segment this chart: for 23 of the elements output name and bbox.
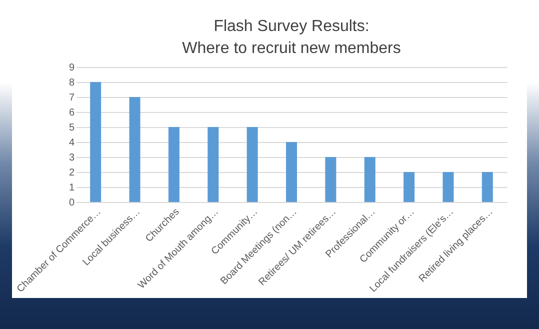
- y-tick-label: 9: [68, 62, 75, 74]
- bar: [208, 127, 219, 202]
- bar: [129, 97, 140, 202]
- text: Where to recruit new members: [182, 40, 401, 57]
- bar: [325, 157, 336, 202]
- bar: [90, 82, 102, 202]
- bar: [364, 157, 376, 202]
- y-tick-label: 5: [68, 122, 75, 134]
- y-tick-label: 4: [68, 138, 75, 148]
- bar: [442, 172, 454, 202]
- text: Flash Survey Results:: [214, 18, 370, 35]
- y-tick-label: 2: [68, 168, 75, 178]
- y-tick-label: 7: [68, 92, 75, 104]
- y-tick-label: 1: [68, 182, 75, 194]
- bar: [482, 172, 493, 202]
- bar: [246, 127, 258, 202]
- bar: [286, 142, 297, 202]
- bar: [404, 172, 415, 202]
- y-tick-label: 6: [68, 108, 75, 118]
- y-tick-label: 8: [68, 78, 75, 88]
- bar: [168, 127, 180, 202]
- y-tick-label: 0: [68, 198, 75, 208]
- y-tick-label: 3: [68, 152, 75, 164]
